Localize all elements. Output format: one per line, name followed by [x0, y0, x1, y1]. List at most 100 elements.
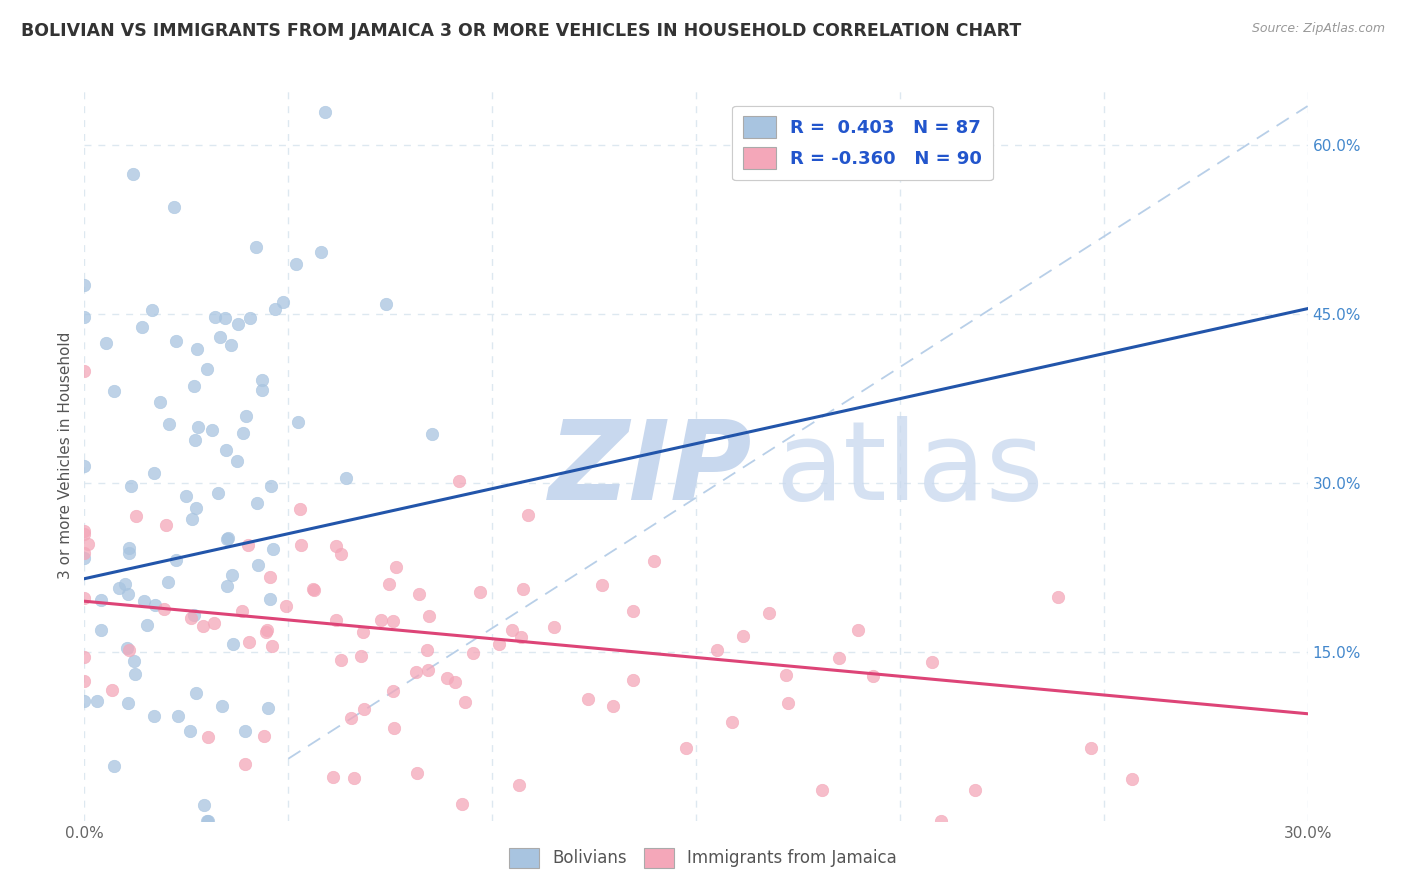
Point — [179, 723, 201, 738]
Text: Source: ZipAtlas.com: Source: ZipAtlas.com — [1251, 22, 1385, 36]
Point — [302, 582, 325, 596]
Point — [621, 604, 644, 618]
Point — [165, 334, 187, 348]
Point — [174, 489, 197, 503]
Point — [207, 486, 229, 500]
Point — [543, 620, 565, 634]
Point — [221, 567, 243, 582]
Point — [350, 649, 373, 664]
Point — [202, 616, 225, 631]
Point — [142, 708, 165, 723]
Point — [226, 317, 249, 331]
Point — [204, 310, 226, 324]
Point — [444, 674, 467, 689]
Point — [516, 508, 538, 522]
Point — [131, 320, 153, 334]
Point — [451, 797, 474, 811]
Point — [235, 409, 257, 424]
Point — [377, 577, 399, 591]
Point — [143, 598, 166, 612]
Point — [73, 591, 96, 606]
Point — [578, 692, 600, 706]
Point — [73, 694, 96, 708]
Point — [1047, 590, 1070, 604]
Point — [209, 330, 232, 344]
Point — [73, 650, 96, 665]
Point — [621, 673, 644, 687]
Point — [101, 682, 124, 697]
Point — [86, 694, 108, 708]
Point — [132, 594, 155, 608]
Point — [186, 343, 208, 357]
Point — [921, 655, 943, 669]
Point — [288, 502, 311, 516]
Point — [285, 257, 308, 271]
Point — [257, 700, 280, 714]
Point — [108, 581, 131, 595]
Point — [157, 417, 180, 431]
Point — [418, 608, 440, 623]
Point — [436, 672, 458, 686]
Point — [117, 541, 139, 555]
Point — [195, 361, 218, 376]
Point — [233, 724, 256, 739]
Point — [246, 496, 269, 510]
Point — [103, 759, 125, 773]
Point — [731, 629, 754, 643]
Point — [276, 599, 298, 613]
Point — [250, 374, 273, 388]
Point — [330, 653, 353, 667]
Point — [352, 625, 374, 640]
Point — [236, 538, 259, 552]
Point — [488, 637, 510, 651]
Point — [1121, 772, 1143, 786]
Point — [122, 167, 145, 181]
Point — [73, 310, 96, 324]
Point — [461, 646, 484, 660]
Point — [259, 591, 281, 606]
Point — [1080, 741, 1102, 756]
Point — [184, 433, 207, 447]
Point — [252, 383, 274, 397]
Point — [721, 715, 744, 730]
Point — [775, 668, 797, 682]
Point — [217, 531, 239, 545]
Point — [643, 554, 665, 568]
Point — [247, 558, 270, 572]
Point — [408, 587, 430, 601]
Point — [254, 624, 277, 639]
Point — [322, 770, 344, 784]
Point — [512, 582, 534, 596]
Point — [776, 696, 799, 710]
Point — [965, 783, 987, 797]
Point — [309, 245, 332, 260]
Point — [862, 669, 884, 683]
Point — [165, 553, 187, 567]
Point — [447, 474, 470, 488]
Point — [73, 363, 96, 377]
Point — [183, 607, 205, 622]
Point — [384, 560, 406, 574]
Point — [510, 630, 533, 644]
Point — [73, 546, 96, 560]
Point — [155, 517, 177, 532]
Point — [115, 640, 138, 655]
Point — [73, 673, 96, 688]
Point — [256, 623, 278, 637]
Point — [271, 295, 294, 310]
Point — [181, 512, 204, 526]
Point — [187, 419, 209, 434]
Point — [195, 814, 218, 828]
Point — [675, 741, 697, 756]
Point — [235, 757, 257, 772]
Point — [73, 458, 96, 473]
Point — [211, 699, 233, 714]
Legend: R =  0.403   N = 87, R = -0.360   N = 90: R = 0.403 N = 87, R = -0.360 N = 90 — [733, 105, 993, 180]
Point — [193, 798, 215, 813]
Point — [118, 643, 141, 657]
Y-axis label: 3 or more Vehicles in Household: 3 or more Vehicles in Household — [58, 331, 73, 579]
Point — [405, 766, 427, 780]
Point — [156, 575, 179, 590]
Point — [149, 395, 172, 409]
Point — [231, 604, 253, 618]
